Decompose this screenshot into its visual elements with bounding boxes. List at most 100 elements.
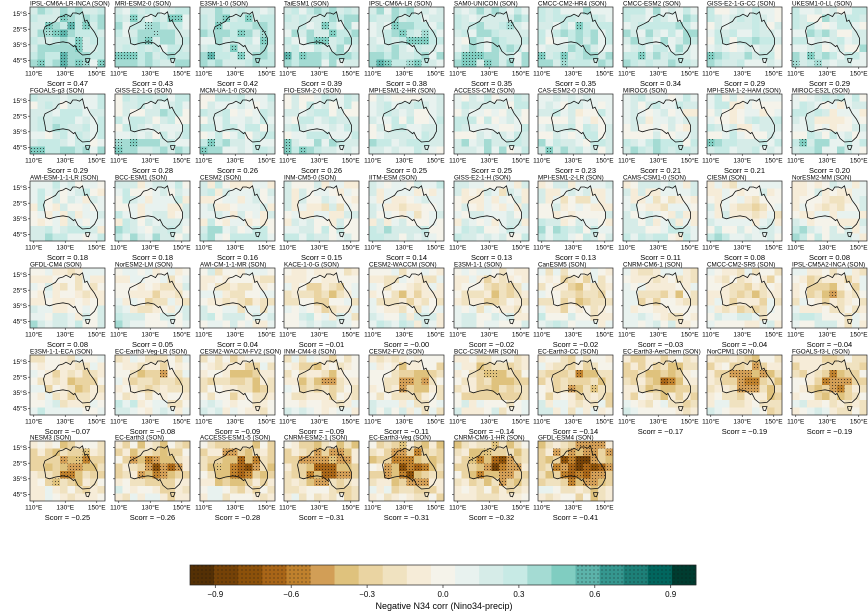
grid-cell — [37, 7, 46, 15]
grid-cell — [429, 275, 437, 284]
grid-cell — [807, 116, 815, 125]
grid-cell — [321, 218, 330, 227]
grid-cell — [752, 233, 760, 241]
grid-cell — [583, 362, 591, 371]
grid-cell — [759, 196, 768, 204]
grid-cell — [575, 146, 584, 154]
y-tick-label: 15°S — [13, 97, 28, 105]
grid-cell — [182, 59, 190, 67]
panel-title: IPSL-CM6A-LR-INCA (SON) — [30, 1, 110, 8]
grid-cell — [252, 131, 261, 140]
grid-cell — [690, 131, 698, 140]
grid-cell — [668, 29, 676, 38]
grid-cell — [484, 211, 492, 219]
significance-stippling — [115, 139, 138, 154]
grid-cell — [406, 188, 415, 197]
grid-cell — [583, 313, 591, 321]
grid-cell — [575, 37, 584, 45]
grid-cell — [167, 124, 176, 132]
grid-cell — [45, 14, 53, 23]
grid-cell — [568, 275, 576, 284]
grid-cell — [560, 226, 569, 234]
grid-cell — [321, 131, 330, 140]
grid-cell — [859, 313, 867, 321]
grid-cell — [807, 94, 815, 102]
stipple-cell — [406, 37, 414, 45]
panel-field — [115, 355, 190, 415]
grid-cell — [321, 59, 330, 67]
grid-cell — [45, 268, 53, 276]
grid-cell — [122, 131, 131, 140]
grid-cell — [414, 283, 422, 291]
grid-cell — [752, 268, 760, 276]
grid-cell — [351, 283, 359, 291]
grid-cell — [215, 14, 223, 23]
grid-cell — [376, 313, 385, 321]
grid-cell — [122, 320, 131, 328]
grid-cell — [391, 29, 400, 38]
grid-cell — [623, 101, 631, 110]
grid-cell — [759, 181, 768, 189]
stipple-cell — [744, 370, 752, 378]
grid-cell — [714, 385, 723, 393]
grid-cell — [376, 392, 385, 401]
x-tick-label: 130°E — [733, 331, 751, 339]
grid-cell — [605, 109, 613, 117]
grid-cell — [145, 101, 153, 110]
grid-cell — [321, 7, 330, 15]
grid-cell — [707, 218, 715, 227]
grid-cell — [384, 109, 392, 117]
grid-cell — [660, 44, 669, 53]
stipple-cell — [538, 52, 546, 60]
grid-cell — [514, 268, 522, 276]
grid-cell — [37, 226, 46, 234]
grid-cell — [568, 233, 576, 241]
grid-cell — [583, 22, 591, 30]
grid-cell — [351, 275, 359, 284]
grid-cell — [237, 298, 246, 306]
grid-cell — [130, 22, 138, 30]
grid-cell — [506, 370, 515, 378]
grid-cell — [436, 109, 444, 117]
grid-cell — [491, 320, 500, 328]
grid-cell — [837, 305, 845, 314]
grid-cell — [675, 196, 684, 204]
panel-field — [538, 94, 613, 154]
grid-cell — [260, 385, 268, 393]
grid-cell — [115, 181, 123, 189]
australia-coastline — [805, 272, 860, 317]
grid-cell — [97, 196, 105, 204]
grid-cell — [237, 407, 246, 415]
grid-cell — [653, 377, 661, 386]
x-tick-label: 150°E — [850, 244, 868, 252]
grid-cell — [45, 188, 53, 197]
grid-cell — [583, 275, 591, 284]
x-tick-label: 150°E — [850, 70, 868, 78]
grid-cell — [774, 370, 782, 378]
grid-cell — [645, 320, 654, 328]
grid-cell — [575, 188, 584, 197]
grid-cell — [590, 226, 599, 234]
grid-cell — [752, 400, 760, 408]
grid-cell — [653, 7, 661, 15]
grid-cell — [675, 370, 684, 378]
grid-cell — [506, 59, 515, 67]
panel-field — [454, 355, 529, 415]
grid-cell — [675, 124, 684, 132]
grid-cell — [714, 400, 723, 408]
grid-cell — [391, 101, 400, 110]
grid-cell — [329, 44, 337, 53]
grid-cell — [829, 275, 838, 284]
grid-cell — [237, 37, 246, 45]
grid-cell — [590, 59, 599, 67]
grid-cell — [230, 313, 238, 321]
grid-cell — [859, 22, 867, 30]
grid-cell — [284, 7, 292, 15]
grid-cell — [744, 59, 753, 67]
grid-cell — [336, 44, 345, 53]
grid-cell — [75, 233, 83, 241]
grid-cell — [668, 268, 676, 276]
grid-cell — [436, 392, 444, 401]
grid-cell — [122, 146, 131, 154]
grid-cell — [145, 385, 153, 393]
